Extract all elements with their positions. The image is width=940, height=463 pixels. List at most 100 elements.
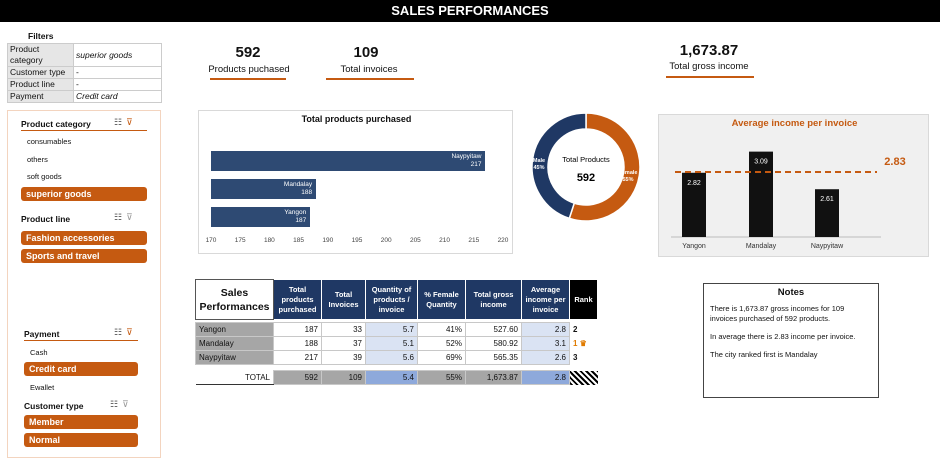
notes-box: Notes There is 1,673.87 gross incomes fo… [703,283,879,398]
slicer-item-cash[interactable]: Cash [30,348,48,357]
multi-select-icon[interactable]: ☷ [114,117,127,127]
slicer-customer-type-icons: ☷⊽ [110,399,133,410]
filter-key: Product category [7,43,74,67]
x-tick-label: 205 [409,237,421,244]
filter-key: Payment [7,90,74,103]
x-tick-label: 195 [351,237,363,244]
total-cell: 1,673.87 [465,370,522,385]
table-row: Naypyitaw 217 39 5.6 69% 565.35 2.6 3 [195,350,598,365]
slicer-item-consumables[interactable]: consumables [27,137,72,146]
kpi-gross-underline [666,76,754,78]
col-header: Total products purchased [273,279,322,320]
avg-reference-label: 2.83 [884,156,905,168]
cell: 2.6 [521,350,570,365]
avg-chart-title: Average income per invoice [731,118,858,129]
slicer-item-soft-goods[interactable]: soft goods [27,172,62,181]
slicer-item-ewallet[interactable]: Ewallet [30,383,55,392]
bar-value: 188 [301,189,313,196]
bar-naypyitaw: Naypyitaw 217 [211,151,486,171]
bar-chart-title: Total products purchased [301,114,412,124]
donut-slice-male [531,112,587,220]
slicer-customer-type-header: Customer type [24,401,84,411]
gender-donut-chart: Total Products 592 Male 45% Female 55% [531,112,641,222]
cell: 527.60 [465,322,522,337]
kpi-products-value: 592 [235,44,261,61]
city-cell: Yangon [195,322,274,337]
table-title: Sales Performances [195,279,274,320]
cell: 187 [273,322,322,337]
total-label: TOTAL [195,370,274,385]
avg-bar-value: 3.09 [754,159,768,166]
cell: 3.1 [521,336,570,351]
cell: 580.92 [465,336,522,351]
col-header: % Female Quantity [417,279,466,320]
slicer-item-sports-and-travel[interactable]: Sports and travel [21,249,147,263]
products-bar-chart: Total products purchased Naypyitaw 217 Man… [198,110,513,254]
slicer-item-credit-card[interactable]: Credit card [24,362,138,376]
notes-paragraph: In average there is 2.83 income per invo… [710,332,856,341]
total-cell: 55% [417,370,466,385]
clear-filter-icon[interactable]: ⊽ [126,117,137,127]
cell: 69% [417,350,466,365]
donut-female-name: Female [619,170,638,176]
clear-filter-icon[interactable]: ⊽ [126,212,137,222]
kpi-gross-value: 1,673.87 [679,42,739,59]
total-cell: 109 [321,370,366,385]
donut-male-name: Male [533,158,545,164]
filters-table: Product category superior goods Customer … [7,43,162,103]
cell: 2.8 [521,322,570,337]
donut-slice-female [568,112,641,222]
donut-slices [531,112,641,222]
slicer-item-member[interactable]: Member [24,415,138,429]
slicer-item-superior-goods[interactable]: superior goods [21,187,147,201]
filter-row: Product category superior goods [7,43,162,67]
city-cell: Mandalay [195,336,274,351]
rank-cell: 2 [573,325,578,334]
notes-title: Notes [777,287,805,298]
clear-filter-icon[interactable]: ⊽ [122,399,133,409]
x-tick-label: 170 [205,237,217,244]
table-total-row: TOTAL 592 109 5.4 55% 1,673.87 2.8 [195,370,598,385]
slicer-item-fashion-accessories[interactable]: Fashion accessories [21,231,147,245]
slicer-item-normal[interactable]: Normal [24,433,138,447]
dashboard-title: SALES PERFORMANCES [0,0,940,22]
clear-filter-icon[interactable]: ⊽ [126,327,137,337]
cell: 39 [321,350,366,365]
total-cell: 592 [273,370,322,385]
slicer-product-category-icons: ☷⊽ [114,117,137,128]
bar-label: Naypyitaw [451,153,482,160]
filters-heading: Filters [28,31,54,41]
filter-value: Credit card [73,90,162,103]
total-hatch [569,370,598,385]
donut-female-pct: 55% [622,177,633,183]
filter-row: Payment Credit card [7,90,162,103]
col-header: Total Invoices [321,279,366,320]
sales-performance-table: Sales Performances Total products purcha… [195,279,598,385]
multi-select-icon[interactable]: ☷ [110,399,123,409]
kpi-products-label: Products puchased [208,64,290,75]
table-row: Mandalay 188 37 5.1 52% 580.92 3.1 1 ♛ [195,336,598,351]
notes-paragraph: There is 1,673.87 gross incomes for 109 … [710,304,845,323]
bar-value: 187 [295,217,307,224]
cell: 5.6 [365,350,418,365]
avg-bar-value: 2.82 [687,180,701,187]
x-tick-label: 210 [439,237,451,244]
cell: 188 [273,336,322,351]
multi-select-icon[interactable]: ☷ [114,212,127,222]
x-tick-label: 220 [497,237,509,244]
kpi-gross-label: Total gross income [669,61,749,72]
filter-row: Customer type - [7,66,162,79]
col-header: Rank [569,279,598,320]
rank-cell: 3 [573,353,578,362]
x-tick-label: 190 [322,237,334,244]
slicer-product-category-header: Product category [21,119,91,129]
multi-select-icon[interactable]: ☷ [114,327,127,337]
kpi-invoices-underline [326,78,414,80]
filter-row: Product line - [7,78,162,91]
slicer-item-others[interactable]: others [27,155,48,164]
city-cell: Naypyitaw [195,350,274,365]
cell: 5.1 [365,336,418,351]
avg-bar-yangon [682,172,706,237]
slicer-panel [7,110,161,458]
col-header: Quantity of products / invoice [365,279,418,320]
